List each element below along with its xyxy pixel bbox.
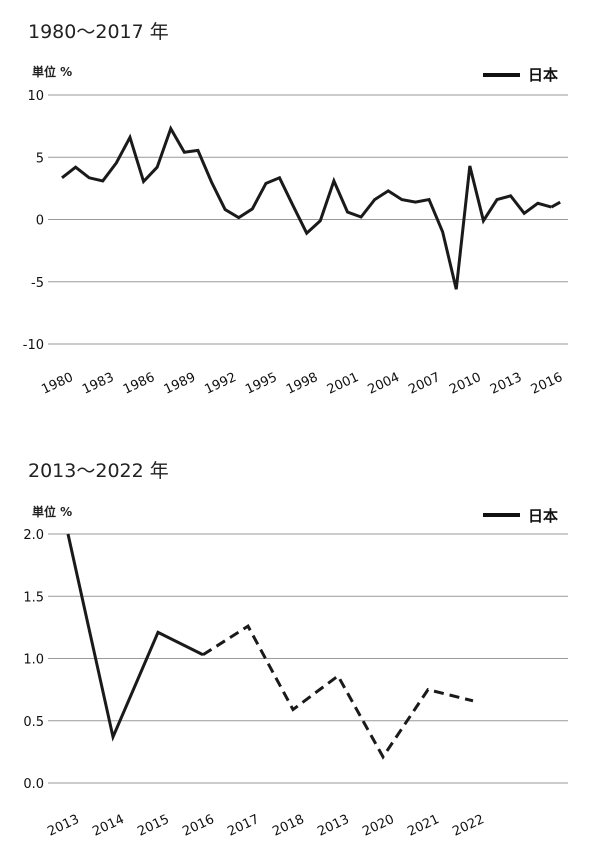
legend-label: 日本 [528,507,558,525]
x-tick-label: 2013 [315,812,351,840]
x-tick-label: 1986 [121,370,157,398]
series-line-dashed [550,198,566,209]
x-tick-label: 1983 [80,370,116,398]
x-tick-label: 2016 [180,812,216,840]
y-tick-label: 10 [27,89,44,104]
x-tick-label: 2001 [325,370,361,398]
y-tick-label: -10 [23,338,44,353]
y-tick-label: 5 [36,151,44,166]
x-tick-label: 2022 [450,812,486,840]
x-tick-label: 2013 [45,812,81,840]
y-tick-label: 2.0 [23,528,44,543]
x-tick-label: 2016 [529,370,565,398]
chart-title: 1980～2017 年 [28,21,169,43]
x-tick-label: 2018 [270,812,306,840]
x-tick-label: 2014 [90,812,126,840]
x-tick-label: 2015 [135,812,171,840]
chart-title: 2013～2022 年 [28,460,169,482]
x-tick-label: 2020 [360,812,396,840]
y-tick-label: 1.0 [23,653,44,668]
chart-bottom: 2013～2022 年 単位 % 日本 2.0 1.5 1.0 0.5 0.0 2013 2… [23,460,568,840]
series-line-solid [61,125,552,290]
y-axis-label: 単位 % [32,64,72,79]
y-tick-label: -5 [31,276,44,291]
y-tick-label: 0.5 [23,715,44,730]
x-tick-label: 2004 [366,370,402,398]
y-tick-label: 0 [36,214,44,229]
legend-label: 日本 [528,66,558,84]
x-tick-label: 2013 [488,370,524,398]
x-tick-label: 1989 [162,370,198,398]
series-line-solid [66,533,204,742]
x-tick-label: 1998 [284,370,320,398]
y-tick-label: 0.0 [23,777,44,792]
x-tick-label: 2010 [447,370,483,398]
x-tick-label: 1995 [243,370,279,398]
x-tick-label: 2007 [406,370,442,398]
x-tick-label: 2021 [405,812,441,840]
x-tick-label: 1992 [202,370,238,398]
x-tick-label: 1980 [39,370,75,398]
y-tick-label: 1.5 [23,590,44,605]
series-line-dashed [202,623,474,760]
x-tick-label: 2017 [225,812,261,840]
y-axis-label: 単位 % [32,504,72,519]
